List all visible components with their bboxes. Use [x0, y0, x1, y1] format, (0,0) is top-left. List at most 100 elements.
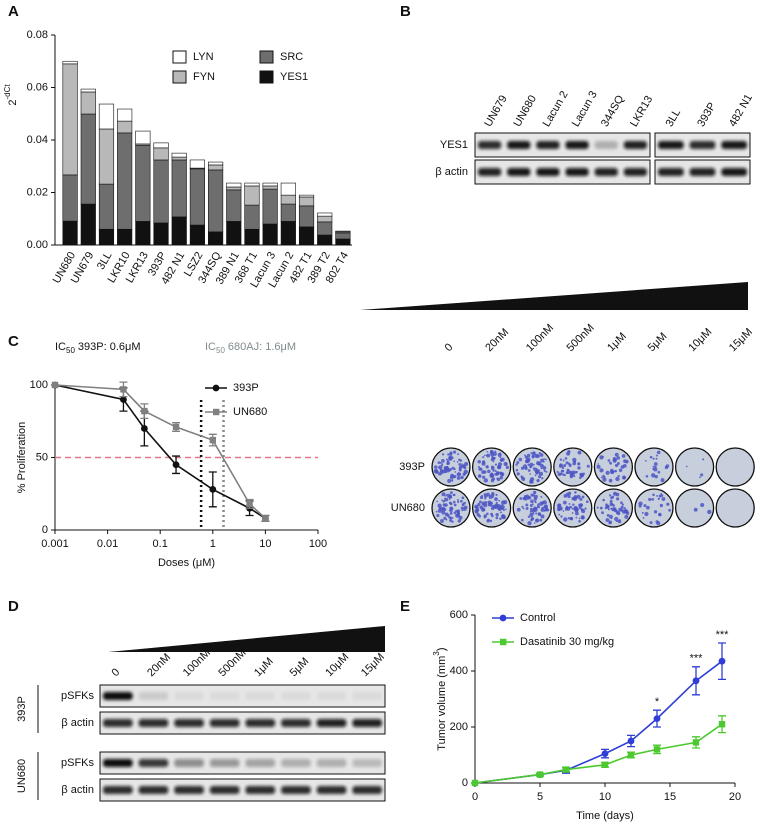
colony: [535, 512, 538, 515]
blot-band: [281, 719, 311, 727]
marker: [692, 677, 700, 685]
colony: [559, 458, 563, 461]
marker: [471, 779, 479, 787]
colony: [483, 503, 488, 508]
bar-segment: [280, 194, 296, 205]
colony: [585, 500, 589, 504]
colony: [558, 513, 561, 516]
dose-label: 5μM: [288, 655, 312, 679]
colony: [596, 506, 599, 509]
bar-segment: [80, 203, 96, 246]
x-axis-label: Doses (μM): [158, 557, 215, 569]
blot-band: [209, 786, 240, 794]
marker: [653, 715, 661, 722]
blot-frame: [99, 778, 386, 802]
lane-label: 344SQ: [599, 93, 627, 129]
colony: [499, 456, 502, 459]
x-tick-label: 1: [210, 538, 216, 550]
colony: [645, 475, 649, 478]
blot-frame: [99, 684, 386, 708]
legend-marker: [213, 408, 220, 416]
colony: [564, 457, 568, 460]
blot-frame: [99, 751, 386, 775]
y-tick-label: 0: [42, 524, 48, 536]
colony: [448, 498, 451, 500]
blot-band: [536, 168, 560, 176]
blot-band: [281, 786, 311, 794]
colony: [495, 501, 498, 504]
bar-segment: [153, 159, 169, 224]
colony: [435, 510, 438, 513]
colony: [644, 459, 647, 462]
colony: [445, 458, 449, 461]
marker: [140, 425, 148, 432]
colony: [529, 512, 534, 517]
annotation-sub: 50: [216, 346, 225, 355]
bar-segment: [335, 232, 351, 240]
colony: [566, 468, 570, 471]
marker: [51, 381, 59, 389]
y-tick-label: 50: [36, 451, 48, 463]
colony: [599, 506, 603, 510]
colony: [579, 503, 584, 507]
colony: [463, 508, 467, 511]
bar-segment: [117, 120, 133, 134]
lane-label: UN679: [482, 93, 510, 129]
blot-band: [103, 692, 133, 700]
marker: [120, 396, 127, 403]
bar-segment: [135, 221, 151, 246]
colony: [606, 513, 610, 517]
colony: [653, 510, 658, 514]
colony: [655, 457, 658, 460]
colony: [569, 516, 574, 521]
colony: [597, 463, 600, 465]
marker: [562, 766, 570, 773]
colony: [657, 497, 660, 500]
blot-band: [507, 168, 531, 176]
colony: [484, 497, 487, 500]
colony: [515, 468, 519, 472]
blot-band: [138, 692, 169, 700]
blot-band: [103, 759, 133, 767]
colony: [620, 501, 623, 505]
colony: [441, 492, 446, 497]
colony: [435, 470, 439, 474]
dose-title: Dasatinib: [685, 291, 735, 303]
colony: [491, 456, 494, 459]
colony: [605, 518, 610, 523]
colony: [545, 504, 548, 506]
blot-band: [245, 692, 276, 700]
colony: [618, 519, 621, 521]
colony: [562, 473, 565, 476]
y-axis-label-base: % Proliferation: [16, 422, 28, 494]
colony: [527, 469, 531, 472]
colony: [441, 453, 445, 456]
bar-segment: [62, 63, 78, 176]
colony: [532, 494, 535, 497]
colony: [451, 517, 454, 519]
dose-label: 20nM: [483, 326, 511, 354]
colony: [568, 463, 572, 467]
y-axis-label-sup: 3: [432, 651, 441, 656]
colony: [524, 455, 528, 459]
colony: [539, 501, 544, 506]
colony: [522, 464, 528, 469]
colony: [439, 470, 444, 475]
colony: [519, 497, 523, 500]
blot-band: [352, 759, 382, 767]
colony: [453, 503, 457, 507]
dose-wedge: [108, 626, 385, 652]
colony: [483, 516, 486, 519]
colony: [618, 468, 623, 472]
colony: [525, 503, 529, 507]
colony: [543, 460, 545, 463]
blot-band: [174, 759, 204, 767]
colony: [499, 458, 503, 462]
x-tick-label: 10: [259, 538, 271, 550]
blot-band: [594, 168, 618, 176]
colony: [492, 460, 495, 463]
colony: [527, 496, 531, 500]
y-tick-label: 600: [450, 609, 468, 621]
colony: [522, 507, 525, 510]
colony: [608, 478, 613, 483]
